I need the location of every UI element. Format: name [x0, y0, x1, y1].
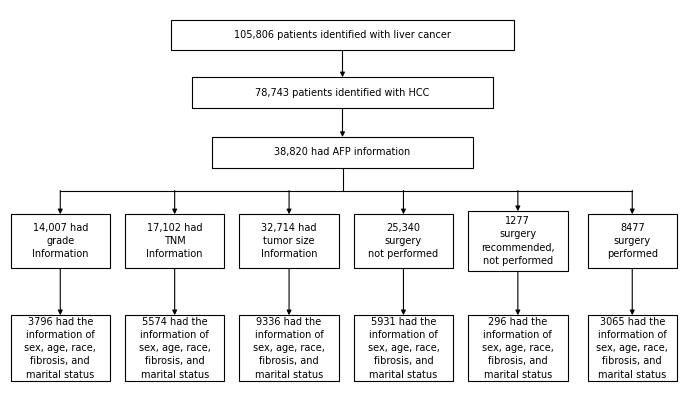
Text: 9336 had the
information of
sex, age, race,
fibrosis, and
marital status: 9336 had the information of sex, age, ra… — [253, 317, 325, 379]
Text: 17,102 had
TNM
Information: 17,102 had TNM Information — [147, 223, 203, 259]
Text: 1277
surgery
recommended,
not performed: 1277 surgery recommended, not performed — [481, 216, 555, 266]
FancyBboxPatch shape — [192, 77, 493, 108]
FancyBboxPatch shape — [171, 20, 514, 51]
FancyBboxPatch shape — [10, 214, 110, 268]
Text: 105,806 patients identified with liver cancer: 105,806 patients identified with liver c… — [234, 30, 451, 40]
Text: 296 had the
information of
sex, age, race,
fibrosis, and
marital status: 296 had the information of sex, age, rac… — [482, 317, 553, 379]
Text: 3796 had the
information of
sex, age, race,
fibrosis, and
marital status: 3796 had the information of sex, age, ra… — [25, 317, 96, 379]
FancyBboxPatch shape — [588, 214, 677, 268]
Text: 38,820 had AFP information: 38,820 had AFP information — [275, 147, 410, 157]
FancyBboxPatch shape — [239, 315, 338, 381]
Text: 32,714 had
tumor size
Information: 32,714 had tumor size Information — [261, 223, 317, 259]
FancyBboxPatch shape — [469, 315, 567, 381]
FancyBboxPatch shape — [353, 315, 453, 381]
Text: 8477
surgery
performed: 8477 surgery performed — [607, 223, 658, 259]
FancyBboxPatch shape — [588, 315, 677, 381]
Text: 5931 had the
information of
sex, age, race,
fibrosis, and
marital status: 5931 had the information of sex, age, ra… — [368, 317, 439, 379]
FancyBboxPatch shape — [125, 214, 225, 268]
Text: 14,007 had
grade
Information: 14,007 had grade Information — [32, 223, 88, 259]
Text: 3065 had the
information of
sex, age, race,
fibrosis, and
marital status: 3065 had the information of sex, age, ra… — [597, 317, 668, 379]
FancyBboxPatch shape — [239, 214, 338, 268]
FancyBboxPatch shape — [353, 214, 453, 268]
Text: 78,743 patients identified with HCC: 78,743 patients identified with HCC — [256, 88, 429, 98]
Text: 5574 had the
information of
sex, age, race,
fibrosis, and
marital status: 5574 had the information of sex, age, ra… — [139, 317, 210, 379]
Text: 25,340
surgery
not performed: 25,340 surgery not performed — [369, 223, 438, 259]
FancyBboxPatch shape — [469, 211, 567, 271]
FancyBboxPatch shape — [212, 137, 473, 168]
FancyBboxPatch shape — [125, 315, 225, 381]
FancyBboxPatch shape — [10, 315, 110, 381]
